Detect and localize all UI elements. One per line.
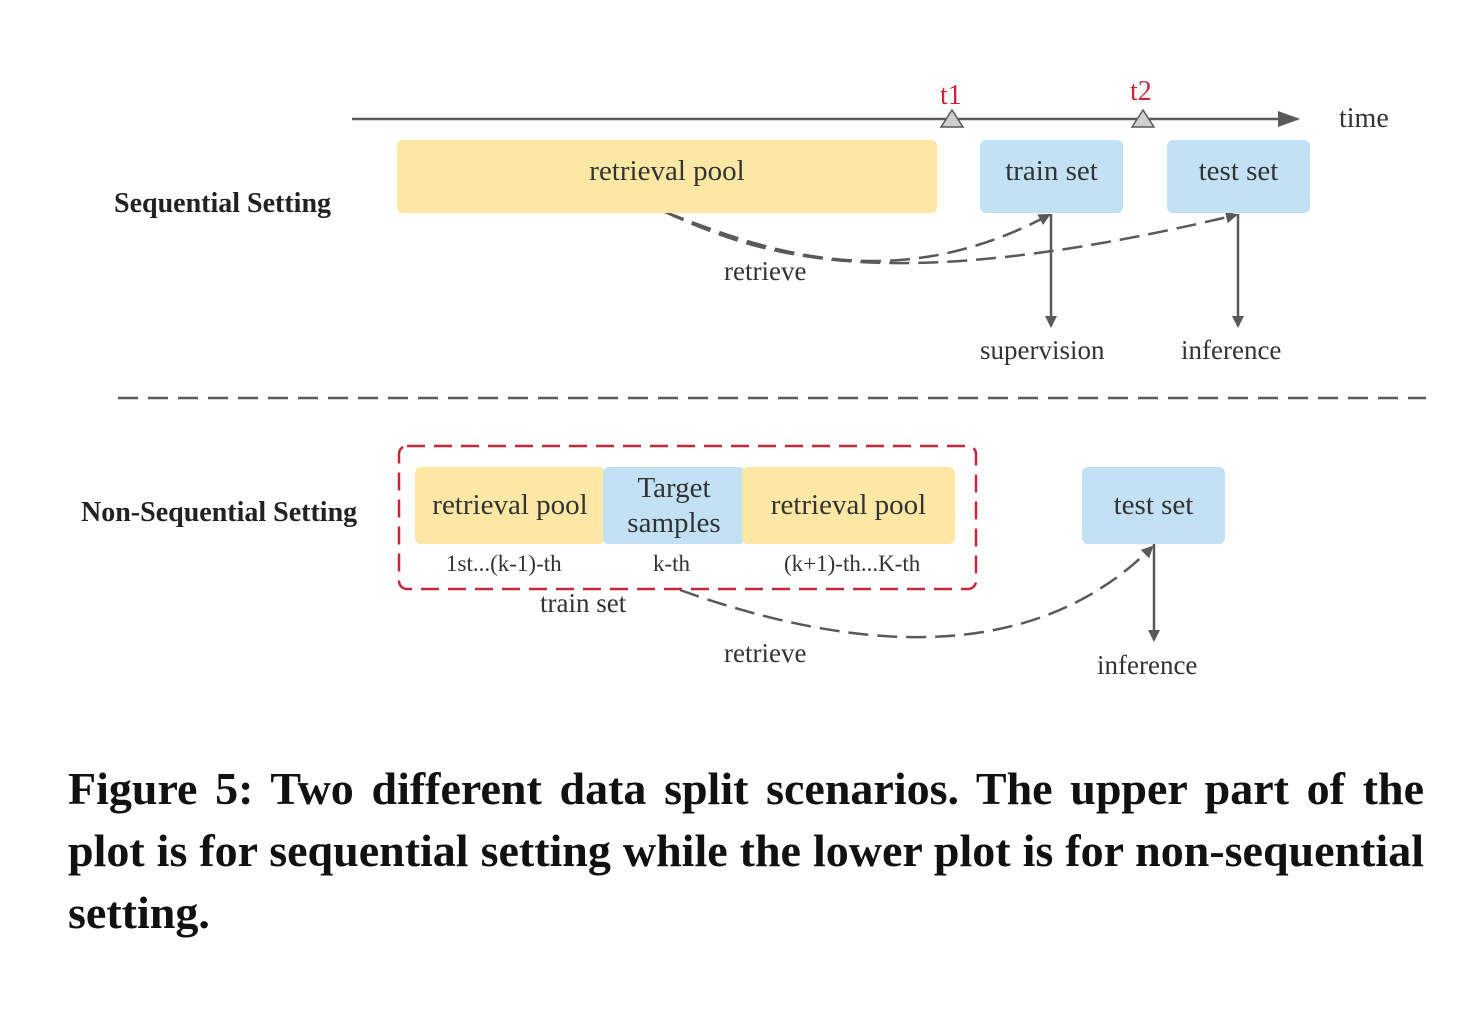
range-right-label: (k+1)-th...K-th	[784, 551, 921, 576]
retrieve-curve-non-seq	[679, 545, 1154, 639]
range-left-label: 1st...(k-1)-th	[446, 551, 562, 576]
train-set-box: train set	[980, 140, 1123, 213]
target-samples-box: Target samples	[603, 467, 745, 544]
retrieval-pool-left-box: retrieval pool	[415, 467, 605, 544]
t2-marker	[1130, 108, 1156, 128]
supervision-label: supervision	[980, 335, 1105, 365]
train-set-frame	[397, 444, 978, 591]
sequential-setting-title: Sequential Setting	[114, 188, 332, 219]
t2-label: t2	[1130, 76, 1152, 107]
range-mid-label: k-th	[653, 551, 691, 576]
time-axis-label: time	[1339, 103, 1389, 134]
inference-label-non-seq: inference	[1097, 650, 1198, 680]
retrieve-label-non-seq: retrieve	[724, 638, 807, 668]
t1-marker	[939, 108, 965, 128]
figure-caption: Figure 5: Two different data split scena…	[68, 763, 1424, 938]
train-set-label: train set	[540, 588, 627, 618]
retrieval-pool-box: retrieval pool	[397, 140, 937, 213]
test-set-box: test set	[1167, 140, 1310, 213]
t1-label: t1	[940, 80, 962, 111]
retrieve-curve-to-test	[664, 210, 1238, 265]
retrieve-label-sequential: retrieve	[724, 256, 807, 286]
test-set-box-non-seq: test set	[1082, 467, 1225, 544]
inference-label-sequential: inference	[1181, 335, 1282, 365]
retrieval-pool-right-box: retrieval pool	[742, 467, 955, 544]
non-sequential-setting-title: Non-Sequential Setting	[81, 497, 358, 528]
